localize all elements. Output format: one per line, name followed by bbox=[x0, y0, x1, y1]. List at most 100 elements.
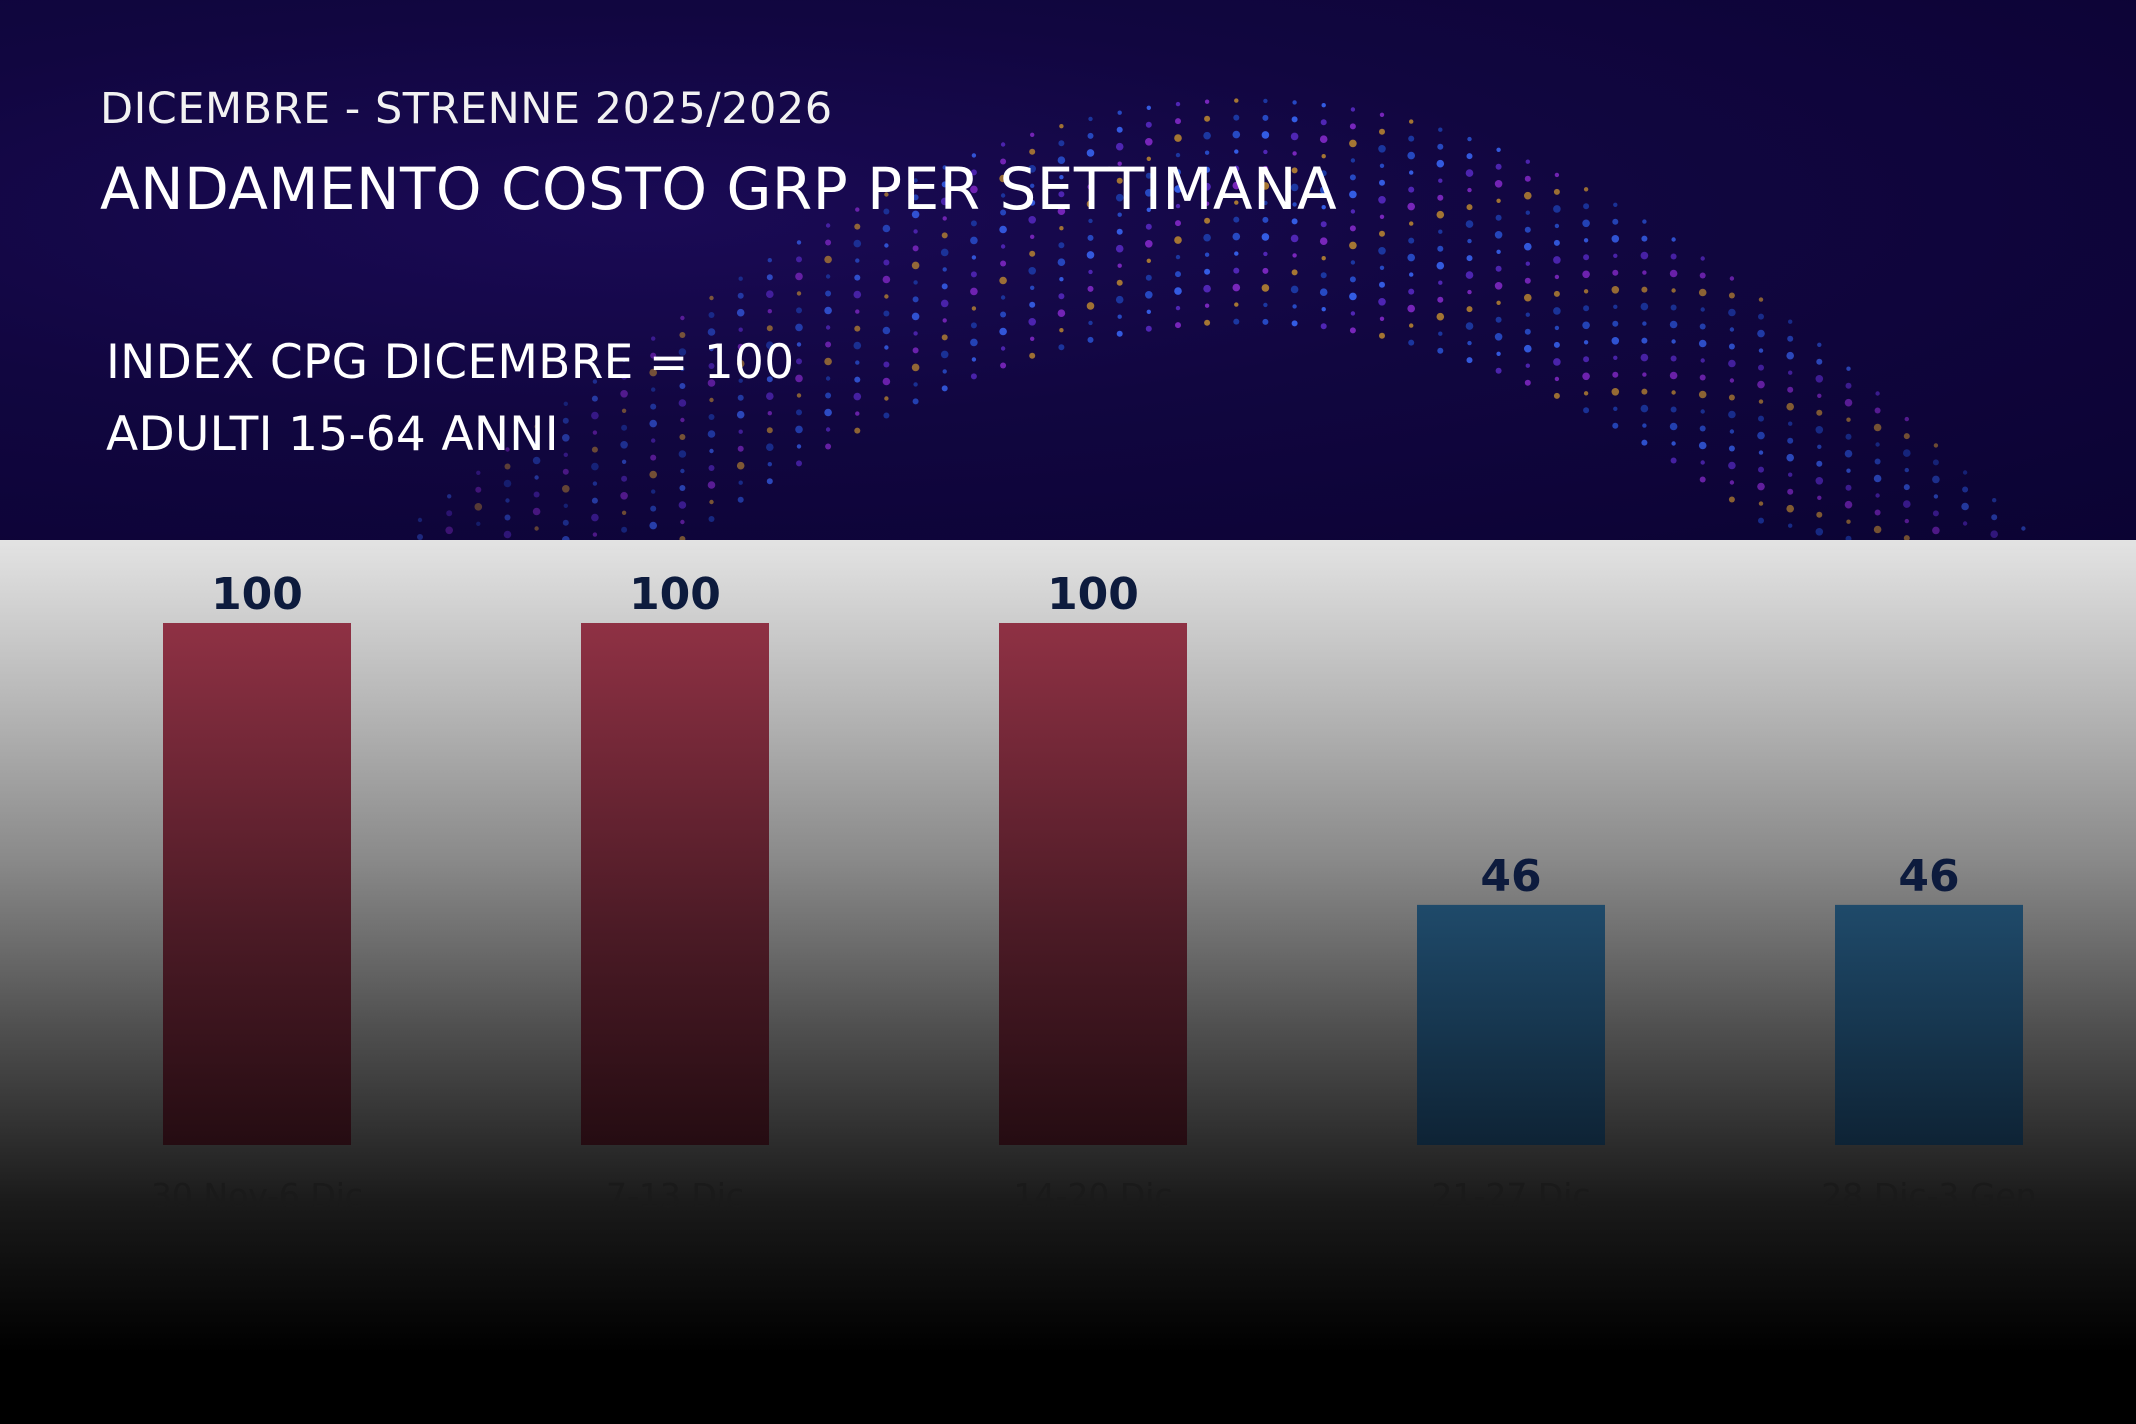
decorative-dot bbox=[1757, 329, 1765, 338]
decorative-dot bbox=[825, 239, 832, 246]
decorative-dot bbox=[1786, 504, 1794, 513]
decorative-dot bbox=[853, 341, 862, 350]
decorative-dot bbox=[941, 334, 948, 341]
decorative-dot bbox=[1408, 237, 1415, 244]
decorative-dot bbox=[1525, 210, 1531, 215]
decorative-dot bbox=[1961, 502, 1969, 511]
decorative-dot bbox=[1290, 285, 1299, 294]
decorative-dot bbox=[1846, 366, 1851, 371]
decorative-dot bbox=[795, 323, 803, 332]
decorative-dot bbox=[592, 481, 598, 486]
decorative-dot bbox=[1757, 482, 1765, 491]
decorative-dot bbox=[1670, 406, 1677, 413]
decorative-dot bbox=[1029, 301, 1036, 308]
decorative-dot bbox=[1262, 114, 1269, 121]
decorative-dot bbox=[1846, 417, 1851, 422]
decorative-dot bbox=[999, 225, 1007, 234]
decorative-dot bbox=[1613, 202, 1618, 207]
decorative-dot bbox=[1524, 175, 1531, 182]
decorative-dot bbox=[913, 331, 918, 336]
decorative-dot bbox=[796, 342, 802, 347]
decorative-dot bbox=[1553, 358, 1561, 366]
decorative-dot bbox=[1553, 205, 1561, 213]
decorative-dot bbox=[1087, 234, 1094, 241]
decorative-dot bbox=[884, 192, 889, 197]
decorative-dot bbox=[824, 408, 832, 417]
decorative-dot bbox=[1175, 203, 1181, 209]
decorative-dot bbox=[1378, 145, 1386, 153]
decorative-dot bbox=[941, 181, 948, 188]
decorative-dot bbox=[1816, 511, 1823, 518]
decorative-dot bbox=[649, 419, 657, 428]
decorative-dot bbox=[796, 444, 802, 449]
decorative-dot bbox=[1000, 142, 1006, 147]
decorative-dot bbox=[1990, 530, 1998, 538]
decorative-dot bbox=[1409, 170, 1414, 175]
decorative-dot bbox=[1087, 132, 1094, 139]
decorative-dot bbox=[1350, 158, 1356, 163]
decorative-dot bbox=[563, 452, 568, 457]
decorative-dot bbox=[1904, 467, 1910, 473]
decorative-dot bbox=[883, 361, 890, 368]
decorative-dot bbox=[591, 395, 598, 402]
decorative-dot bbox=[1525, 261, 1531, 266]
decorative-dot bbox=[563, 401, 568, 406]
decorative-dot bbox=[1057, 156, 1066, 164]
decorative-dot bbox=[1000, 260, 1007, 267]
decorative-dot bbox=[1115, 142, 1124, 151]
decorative-dot bbox=[1641, 235, 1648, 242]
decorative-dot bbox=[1145, 240, 1153, 248]
decorative-dot bbox=[1787, 437, 1794, 444]
decorative-dot bbox=[708, 414, 715, 420]
decorative-dot bbox=[1407, 304, 1415, 313]
decorative-dot bbox=[534, 475, 539, 480]
decorative-dot bbox=[1058, 344, 1065, 351]
decorative-dot bbox=[708, 363, 715, 369]
decorative-dot bbox=[884, 243, 889, 248]
decorative-dot bbox=[1408, 186, 1415, 193]
decorative-dot bbox=[1321, 307, 1326, 312]
decorative-dot bbox=[738, 327, 743, 332]
decorative-dot bbox=[1175, 169, 1181, 176]
decorative-dot bbox=[1349, 276, 1356, 283]
decorative-dot bbox=[1728, 308, 1736, 317]
decorative-dot bbox=[911, 363, 920, 372]
decorative-dot bbox=[649, 368, 657, 377]
decorative-dot bbox=[620, 492, 628, 500]
decorative-dot bbox=[853, 392, 862, 401]
decorative-dot bbox=[1292, 151, 1297, 156]
decorative-dot bbox=[1203, 182, 1211, 191]
decorative-dot bbox=[1145, 189, 1153, 197]
decorative-dot bbox=[767, 411, 772, 416]
decorative-dot bbox=[1698, 339, 1707, 348]
decorative-dot bbox=[1145, 138, 1153, 146]
decorative-dot bbox=[1232, 232, 1241, 241]
decorative-dot bbox=[999, 276, 1007, 285]
decorative-dot bbox=[1874, 458, 1881, 465]
decorative-dot bbox=[1233, 165, 1240, 172]
decorative-dot bbox=[766, 392, 774, 401]
decorative-dot bbox=[1175, 271, 1181, 278]
decorative-dot bbox=[1263, 200, 1268, 206]
bar-value-label: 100 bbox=[211, 569, 303, 620]
decorative-dot bbox=[1174, 287, 1182, 295]
decorative-dot bbox=[913, 280, 918, 285]
decorative-dot bbox=[1583, 187, 1589, 192]
category-label: 7-13 Dic bbox=[606, 1176, 744, 1215]
decorative-dot bbox=[707, 430, 716, 438]
decorative-dot bbox=[825, 341, 832, 348]
decorative-dot bbox=[1642, 270, 1647, 275]
decorative-dot bbox=[1292, 304, 1297, 309]
decorative-dot bbox=[1816, 409, 1823, 416]
decorative-dot bbox=[1932, 475, 1940, 484]
decorative-dot bbox=[1612, 422, 1619, 429]
decorative-dot bbox=[855, 360, 860, 365]
decorative-dot bbox=[1495, 316, 1502, 323]
decorative-dot bbox=[1408, 135, 1415, 142]
decorative-dot bbox=[1438, 280, 1443, 285]
decorative-dot bbox=[1057, 309, 1066, 318]
page-subtitle: DICEMBRE - STRENNE 2025/2026 bbox=[100, 84, 833, 134]
decorative-dot bbox=[1875, 493, 1880, 498]
decorative-dot bbox=[1758, 364, 1764, 371]
decorative-dot bbox=[1291, 167, 1298, 174]
